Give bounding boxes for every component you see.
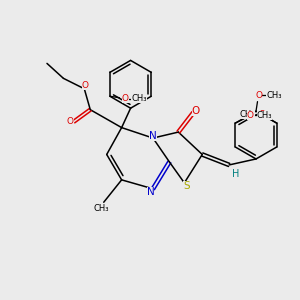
Text: CH₃: CH₃: [131, 94, 147, 103]
Text: H: H: [232, 169, 239, 179]
Text: CH₃: CH₃: [94, 204, 109, 213]
Text: CH₃: CH₃: [266, 91, 282, 100]
Text: O: O: [247, 111, 254, 120]
Text: O: O: [256, 91, 262, 100]
Text: O: O: [259, 110, 266, 119]
Text: CH₃: CH₃: [257, 111, 272, 120]
Text: S: S: [183, 181, 190, 191]
Text: O: O: [192, 106, 200, 116]
Text: O: O: [67, 117, 74, 126]
Text: O: O: [82, 81, 89, 90]
Text: O: O: [122, 94, 129, 103]
Text: N: N: [147, 187, 154, 197]
Text: CH₃: CH₃: [240, 110, 256, 119]
Text: N: N: [149, 131, 157, 141]
